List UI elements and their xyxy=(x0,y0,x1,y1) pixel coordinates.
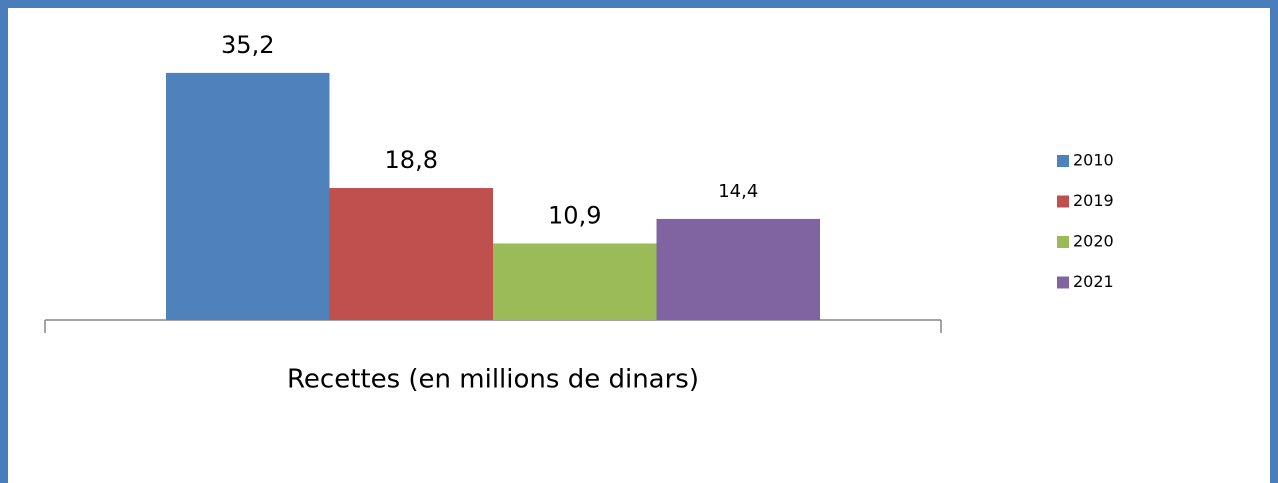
legend-label: 2010 xyxy=(1073,151,1114,170)
legend-label: 2019 xyxy=(1073,191,1114,210)
x-tick-label: Recettes (en millions de dinars) xyxy=(287,365,699,395)
bar xyxy=(493,243,657,320)
legend-label: 2020 xyxy=(1073,232,1114,251)
data-label: 18,8 xyxy=(385,146,438,174)
legend-swatch xyxy=(1057,236,1069,248)
data-label: 14,4 xyxy=(718,181,758,202)
legend-swatch xyxy=(1057,155,1069,167)
legend-swatch xyxy=(1057,195,1069,208)
bar xyxy=(166,72,330,320)
data-label: 35,2 xyxy=(221,31,274,59)
bar xyxy=(656,218,820,320)
legend-label: 2021 xyxy=(1073,272,1114,291)
bar xyxy=(329,188,493,320)
legend-swatch xyxy=(1057,276,1069,289)
data-label: 10,9 xyxy=(548,201,601,229)
